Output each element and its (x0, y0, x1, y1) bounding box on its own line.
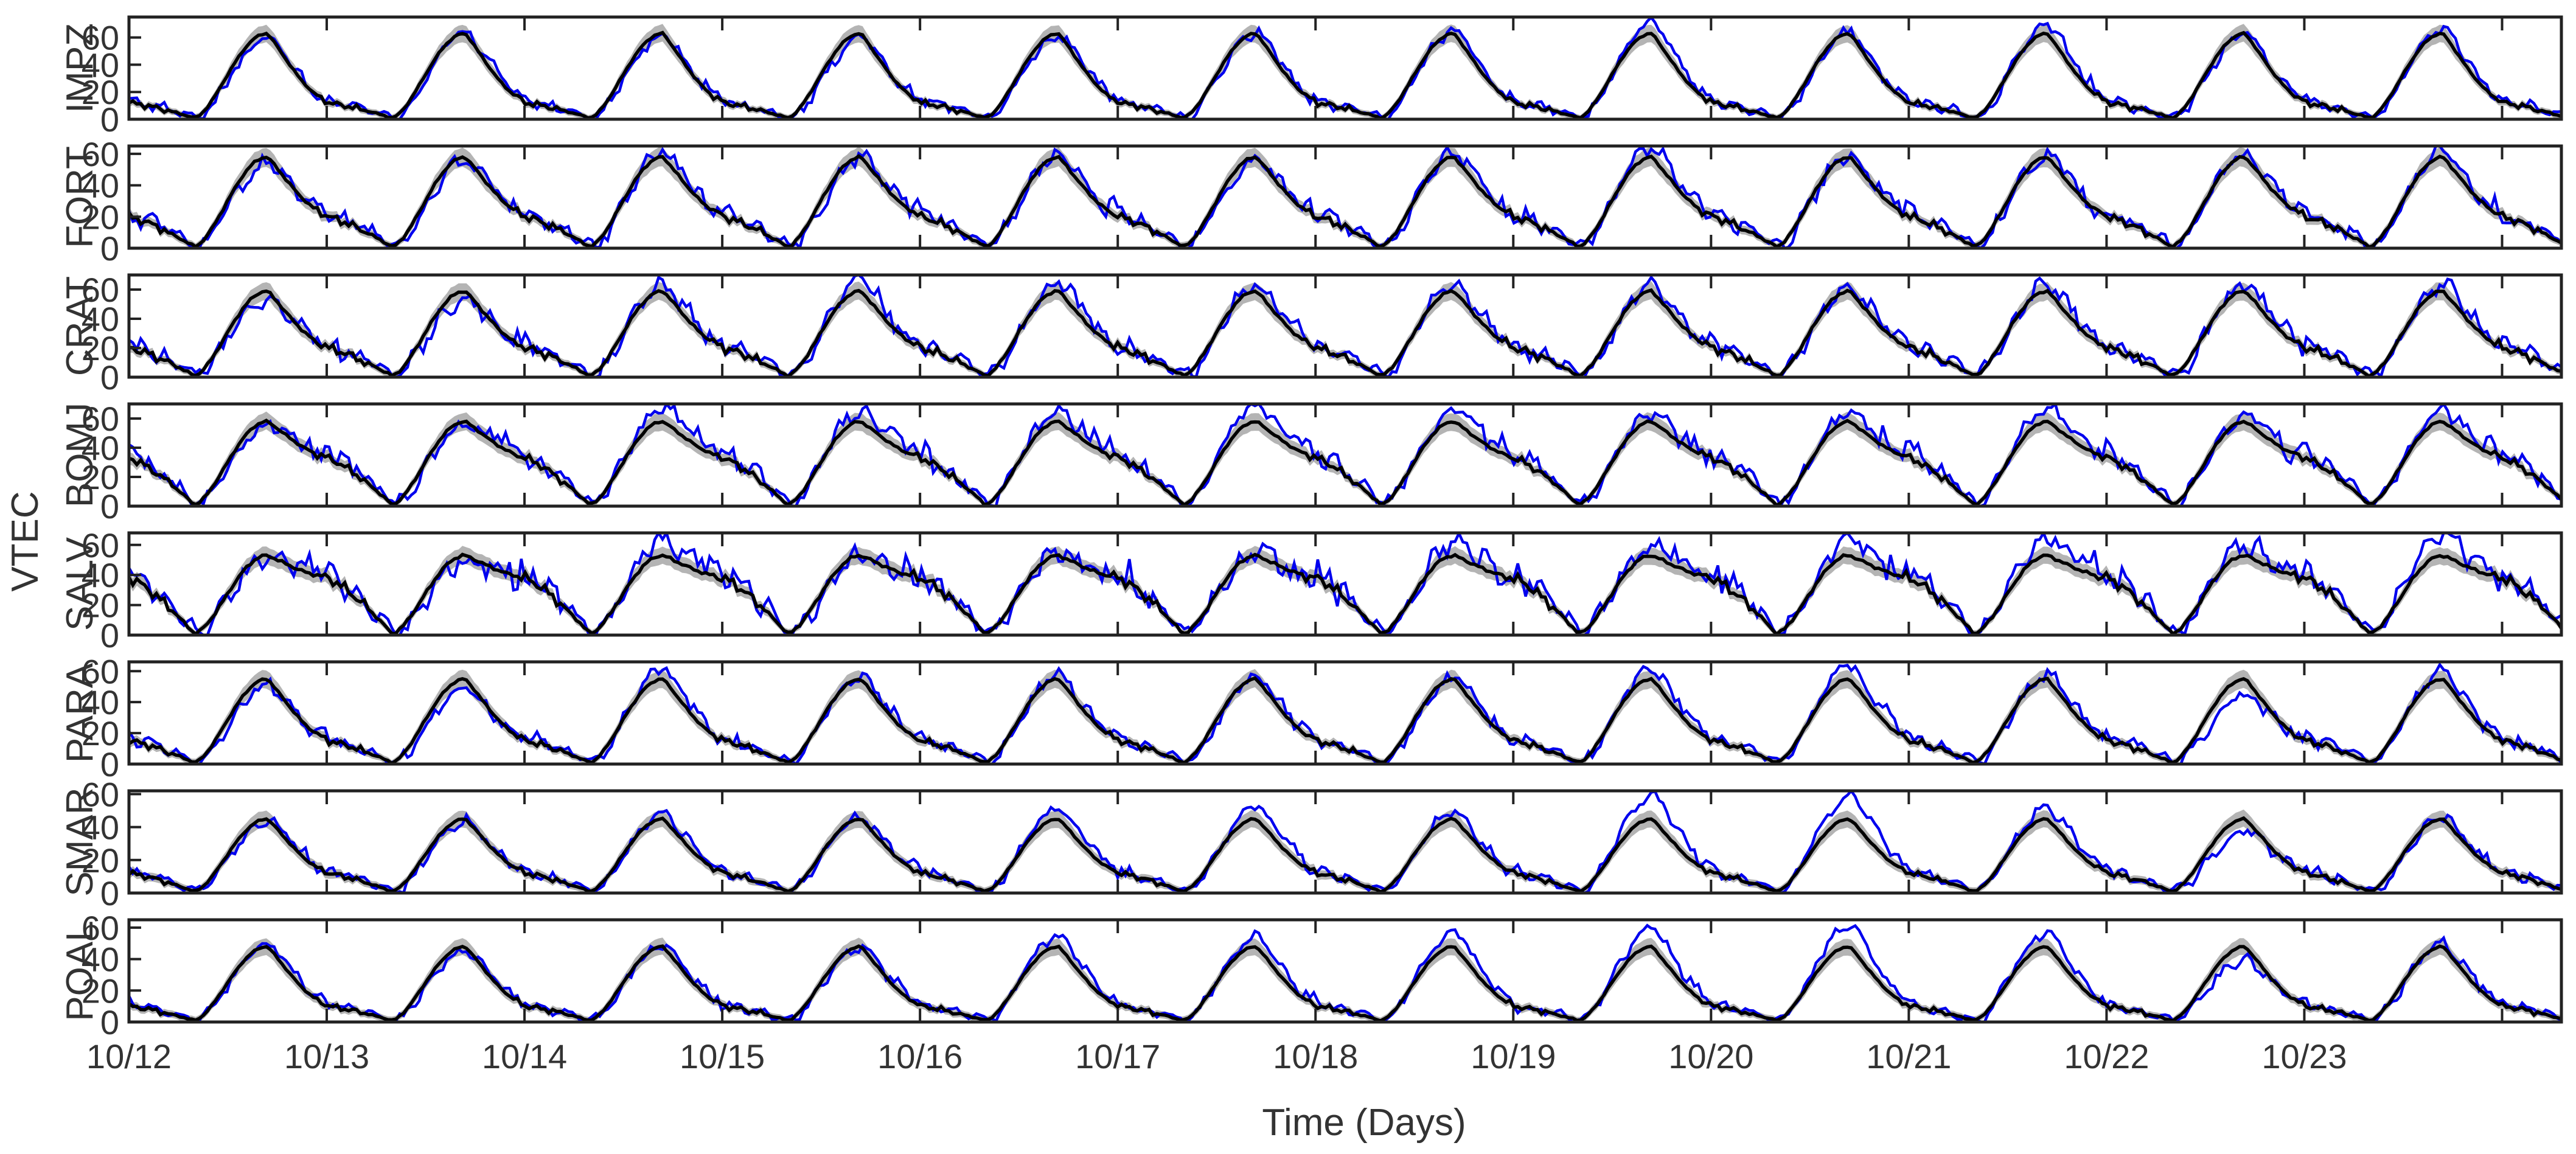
panel-frame (127, 789, 2563, 895)
station-label: CRAT (59, 276, 101, 376)
model-vtec-line (129, 816, 2561, 893)
y-tick-label: 60 (82, 400, 119, 438)
station-label: SALV (59, 537, 101, 631)
y-tick-label: 20 (82, 198, 119, 236)
plot-area (129, 404, 2561, 506)
y-tick-label: 0 (100, 745, 119, 784)
model-vtec-line (129, 154, 2561, 248)
y-tick-label: 60 (82, 652, 119, 690)
panel-frame (127, 273, 2563, 379)
panel-frame (127, 531, 2563, 637)
observed-vtec-line (129, 923, 2561, 1022)
model-vtec-line (129, 552, 2561, 635)
model-vtec-line (129, 30, 2561, 119)
y-tick-label: 60 (82, 19, 119, 57)
plot-area (129, 662, 2561, 764)
plot-area (129, 17, 2561, 119)
y-tick-label: 20 (82, 972, 119, 1010)
x-tick-label: 10/18 (1273, 1037, 1358, 1076)
x-tick-label: 10/16 (877, 1037, 963, 1076)
x-tick-label: 10/13 (284, 1037, 369, 1076)
y-tick-label: 20 (82, 714, 119, 753)
model-spread-band (129, 809, 2561, 893)
model-vtec-line (129, 418, 2561, 506)
y-tick-label: 40 (82, 167, 119, 205)
y-tick-label: 0 (100, 358, 119, 397)
x-tick-label: 10/17 (1075, 1037, 1160, 1076)
x-tick-label: 10/15 (680, 1037, 765, 1076)
y-tick-label: 20 (82, 458, 119, 496)
y-tick-label: 60 (82, 135, 119, 173)
observed-vtec-line (129, 404, 2561, 506)
x-tick-label: 10/20 (1668, 1037, 1753, 1076)
station-label: POAL (59, 920, 101, 1021)
x-tick-label: 10/21 (1866, 1037, 1951, 1076)
model-spread-band (129, 281, 2561, 377)
y-tick-label: 0 (100, 487, 119, 526)
plot-area (129, 275, 2561, 377)
observed-vtec-line (129, 533, 2561, 635)
panel-frame (127, 660, 2563, 766)
y-tick-label: 0 (100, 616, 119, 655)
y-tick-label: 60 (82, 526, 119, 565)
station-label: IMPZ (59, 23, 101, 113)
plot-area (129, 146, 2561, 248)
panels-layer: 0204060IMPZ0204060FORT0204060CRAT0204060… (59, 15, 2563, 1041)
y-tick-label: 20 (82, 329, 119, 367)
plot-area (129, 533, 2561, 635)
y-tick-label: 40 (82, 429, 119, 467)
y-tick-label: 0 (100, 1003, 119, 1041)
x-tick-label: 10/12 (86, 1037, 172, 1076)
model-spread-band (129, 146, 2561, 248)
station-label: PARA (59, 662, 101, 763)
station-label: BOMJ (59, 403, 101, 507)
model-vtec-line (129, 288, 2561, 377)
y-tick-label: 0 (100, 229, 119, 268)
y-tick-label: 20 (82, 586, 119, 625)
model-vtec-line (129, 676, 2561, 764)
x-tick-label: 10/23 (2261, 1037, 2347, 1076)
y-axis-title: VTEC (4, 491, 46, 591)
panel-frame (127, 402, 2563, 508)
model-spread-band (129, 411, 2561, 506)
x-tick-label: 10/14 (482, 1037, 567, 1076)
y-tick-label: 0 (100, 874, 119, 912)
y-tick-label: 60 (82, 775, 119, 813)
station-label: FORT (59, 146, 101, 248)
y-tick-label: 40 (82, 46, 119, 84)
y-tick-label: 40 (82, 300, 119, 338)
model-vtec-line (129, 944, 2561, 1022)
y-tick-label: 60 (82, 909, 119, 947)
plot-area (129, 791, 2561, 893)
model-spread-band (129, 546, 2561, 635)
panel-frame (127, 15, 2563, 121)
y-tick-label: 20 (82, 841, 119, 880)
y-tick-label: 20 (82, 73, 119, 111)
x-tick-label: 10/22 (2064, 1037, 2149, 1076)
y-tick-label: 0 (100, 100, 119, 139)
y-tick-label: 40 (82, 683, 119, 721)
panel-frame (127, 918, 2563, 1024)
y-tick-label: 40 (82, 556, 119, 594)
y-tick-label: 60 (82, 271, 119, 309)
x-axis-title: Time (Days) (1262, 1102, 1466, 1144)
panel-frame (127, 144, 2563, 250)
x-tick-label: 10/19 (1471, 1037, 1556, 1076)
plot-area (129, 923, 2561, 1022)
y-tick-label: 40 (82, 808, 119, 847)
y-tick-label: 40 (82, 940, 119, 979)
x-tick-labels: 10/12 10/13 10/14 10/15 10/16 10/17 10/18 10/19… (86, 1037, 2347, 1076)
station-label: SMAR (59, 787, 101, 896)
